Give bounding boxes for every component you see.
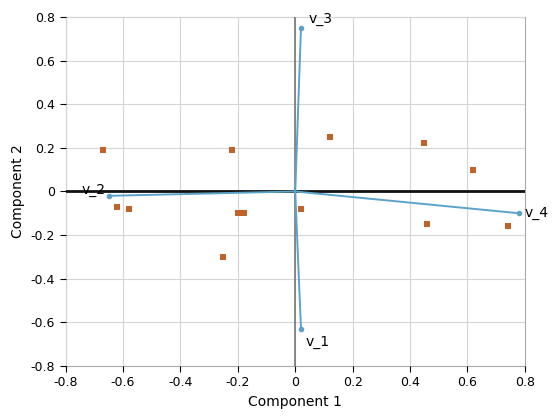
Point (239, 210, 248, 217)
Point (227, 147, 236, 153)
Point (325, 134, 334, 140)
Text: v_3: v_3 (308, 12, 332, 26)
Point (234, 210, 242, 217)
Point (113, 203, 122, 210)
Text: v_4: v_4 (525, 206, 549, 220)
Point (219, 254, 228, 260)
Text: v_1: v_1 (305, 336, 329, 349)
Point (99, 147, 108, 153)
Point (423, 221, 432, 228)
Point (296, 205, 305, 212)
Point (124, 205, 133, 212)
Text: v_2: v_2 (82, 184, 106, 197)
X-axis label: Component 1: Component 1 (248, 395, 342, 409)
Point (469, 166, 478, 173)
Point (503, 223, 512, 230)
Point (420, 140, 429, 147)
Y-axis label: Component 2: Component 2 (11, 144, 25, 238)
